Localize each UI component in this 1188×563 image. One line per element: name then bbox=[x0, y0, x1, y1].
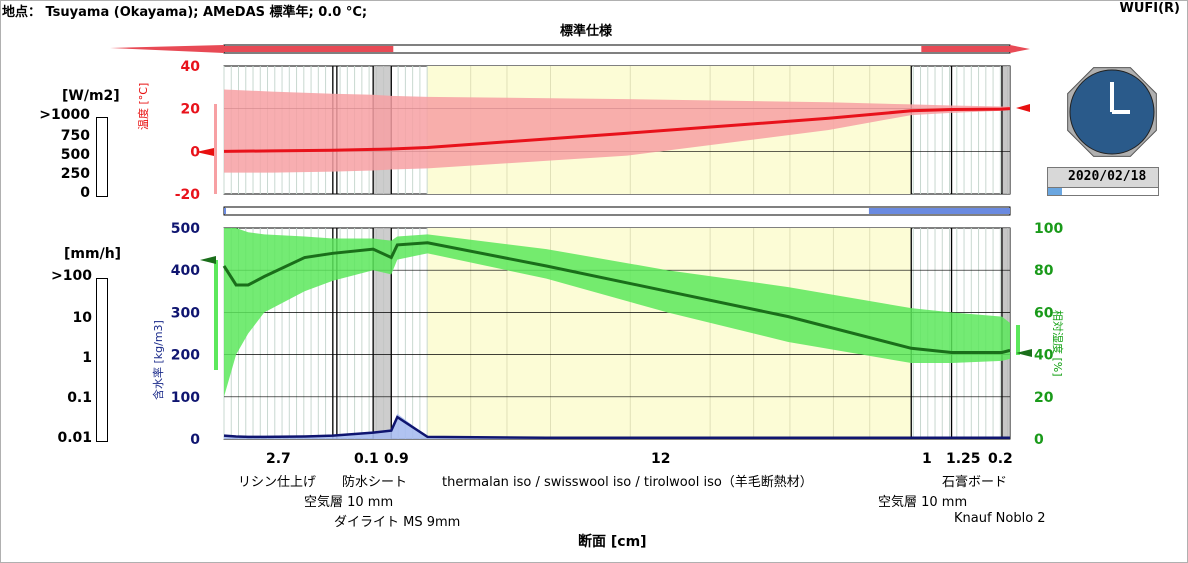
radiation-unit: [W/m2] bbox=[62, 88, 120, 104]
rain-tick: 0.01 bbox=[57, 430, 92, 446]
temperature-flux-bar-right-fill bbox=[921, 46, 1010, 52]
thickness-label: 1 bbox=[922, 451, 932, 467]
thickness-label: 0.9 bbox=[384, 451, 409, 467]
rain-tick: 0.1 bbox=[67, 390, 92, 406]
rh-range-band bbox=[224, 228, 1010, 397]
thickness-label: 12 bbox=[651, 451, 671, 467]
water-content-tick-label: 200 bbox=[171, 348, 200, 364]
thickness-label: 0.1 bbox=[354, 451, 379, 467]
radiation-tick: 500 bbox=[60, 147, 90, 163]
rh-tick-label: 40 bbox=[1034, 348, 1054, 364]
rain-tick: >100 bbox=[51, 268, 92, 284]
rh-tick-label: 60 bbox=[1034, 305, 1054, 321]
rain-tick: 1 bbox=[82, 350, 92, 366]
radiation-tick: 0 bbox=[80, 185, 90, 201]
water-content-tick-label: 0 bbox=[190, 432, 200, 448]
water-content-tick-label: 100 bbox=[171, 390, 200, 406]
moisture-panel-shaded-layer bbox=[373, 228, 392, 439]
moisture-flux-bar-right-fill bbox=[868, 208, 1010, 214]
rh-axis-label: 相対湿度 [%] bbox=[1051, 310, 1064, 377]
water-content-line bbox=[223, 415, 1010, 439]
rh-tick-label: 0 bbox=[1034, 432, 1044, 448]
exterior-rh-range bbox=[214, 260, 218, 370]
temperature-flux-bar-left-fill bbox=[224, 46, 345, 52]
temperature-panel-shaded-layer bbox=[1001, 66, 1010, 194]
temperature-axis-label: 温度 [°C] bbox=[137, 82, 150, 130]
temperature-flux-bar-mid-fill bbox=[332, 46, 394, 52]
layer-name: 防水シート bbox=[342, 475, 408, 490]
brand-label: WUFI(R) bbox=[1119, 1, 1180, 16]
temperature-tick-label: 40 bbox=[181, 59, 201, 75]
rh-tick-label: 100 bbox=[1034, 221, 1063, 237]
rain-unit: [mm/h] bbox=[64, 246, 122, 262]
interior-temp-marker bbox=[1016, 104, 1030, 112]
date-display: 2020/02/18 bbox=[1047, 167, 1159, 189]
date-text: 2020/02/18 bbox=[1068, 169, 1147, 184]
temperature-flux-arrow bbox=[1010, 45, 1030, 53]
rh-tick-label: 80 bbox=[1034, 263, 1054, 279]
layer-name: 空気層 10 mm bbox=[304, 495, 394, 510]
thickness-label: 0.2 bbox=[988, 451, 1013, 467]
layer-name: リシン仕上げ bbox=[238, 475, 317, 490]
temperature-tick-label: 20 bbox=[181, 102, 201, 118]
location-title: 地点： Tsuyama (Okayama); AMeDAS 標準年; 0.0 °… bbox=[2, 5, 368, 20]
exterior-rh-marker bbox=[200, 256, 216, 264]
layer-name: thermalan iso / swisswool iso / tirolwoo… bbox=[442, 475, 813, 490]
time-progress-fill bbox=[1048, 188, 1063, 195]
exterior-temp-range bbox=[214, 104, 217, 194]
rain-gauge bbox=[96, 278, 108, 442]
temperature-range-band bbox=[224, 89, 1010, 173]
moisture-flux-bar-left-fill bbox=[224, 208, 226, 214]
x-axis-label: 断面 [cm] bbox=[578, 534, 647, 550]
water-content-axis-label: 含水率 [kg/m3] bbox=[152, 320, 165, 400]
water-content-tick-label: 300 bbox=[171, 305, 200, 321]
exterior-temp-marker bbox=[196, 148, 214, 156]
thickness-label: 1.25 bbox=[946, 451, 981, 467]
time-progress-bar bbox=[1047, 187, 1159, 196]
temperature-line bbox=[223, 107, 1011, 153]
temperature-tick-label: 0 bbox=[190, 144, 200, 160]
interior-rh-marker bbox=[1016, 349, 1032, 357]
water-content-tick-label: 500 bbox=[171, 221, 200, 237]
radiation-tick: 250 bbox=[60, 166, 90, 182]
assembly-title: 標準仕様 bbox=[560, 24, 613, 39]
rh-line bbox=[222, 241, 1011, 354]
layer-name: 空気層 10 mm bbox=[878, 495, 968, 510]
water-content-tick-label: 400 bbox=[171, 263, 200, 279]
thickness-label: 2.7 bbox=[266, 451, 291, 467]
temperature-flux-arrow bbox=[110, 45, 224, 53]
radiation-tick: 750 bbox=[60, 128, 90, 144]
layer-name: 石膏ボード bbox=[942, 475, 1008, 490]
layer-name: ダイライト MS 9mm bbox=[334, 515, 461, 530]
rh-tick-label: 20 bbox=[1034, 390, 1054, 406]
interior-rh-range bbox=[1016, 325, 1020, 355]
layer-name: Knauf Noblo 2 bbox=[954, 511, 1046, 526]
rain-tick: 10 bbox=[72, 310, 92, 326]
radiation-gauge bbox=[96, 117, 108, 197]
temperature-tick-label: -20 bbox=[175, 187, 201, 203]
radiation-tick: >1000 bbox=[39, 107, 90, 123]
